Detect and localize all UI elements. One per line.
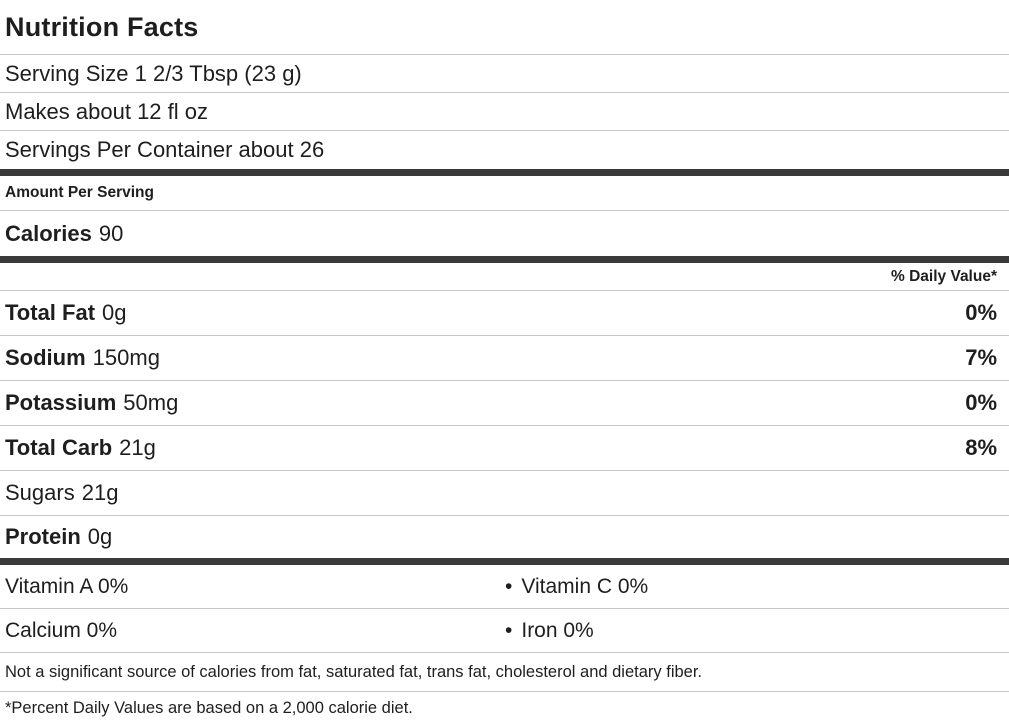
- nutrient-amount: 21g: [119, 435, 156, 460]
- nutrient-amount: 50mg: [123, 390, 179, 415]
- bullet-icon: •: [505, 618, 513, 642]
- nutrient-name: Total Fat: [5, 300, 96, 325]
- micronutrient-left: Vitamin A 0%: [5, 574, 129, 598]
- nutrient-name: Sodium: [5, 345, 86, 370]
- nutrient-row-potassium: Potassium 50mg 0%: [0, 381, 1009, 426]
- footnote-percent-daily-values: *Percent Daily Values are based on a 2,0…: [5, 699, 413, 717]
- nutrient-name-amount: Total Fat 0g: [5, 300, 127, 326]
- nutrient-amount: 0g: [102, 300, 127, 325]
- thick-divider: [0, 558, 1009, 565]
- footnote-not-significant: Not a significant source of calories fro…: [0, 653, 1009, 692]
- makes-row: Makes about 12 fl oz: [0, 93, 1009, 131]
- nutrient-amount: 0g: [87, 524, 113, 549]
- nutrient-daily-value: 8%: [965, 435, 997, 460]
- micronutrient-right: • Vitamin C 0%: [505, 575, 648, 599]
- micronutrient-right: • Iron 0%: [505, 619, 594, 643]
- nutrient-daily-value: 0%: [965, 390, 997, 415]
- calories-label: Calories: [5, 220, 92, 246]
- nutrient-name: Protein: [5, 524, 81, 549]
- nutrient-name-amount: Protein 0g: [5, 524, 112, 550]
- bullet-icon: •: [505, 574, 513, 598]
- nutrient-name-amount: Sodium 150mg: [5, 345, 160, 371]
- nutrient-name: Potassium: [5, 390, 117, 415]
- nutrient-row-total-fat: Total Fat 0g 0%: [0, 291, 1009, 336]
- calories-value: 90: [98, 220, 124, 246]
- nutrient-daily-value: 7%: [965, 345, 997, 370]
- nutrient-row-sodium: Sodium 150mg 7%: [0, 336, 1009, 381]
- nutrient-name-amount: Sugars 21g: [5, 480, 118, 506]
- amount-per-serving-heading: Amount Per Serving: [0, 176, 1009, 211]
- daily-value-header: % Daily Value*: [0, 263, 1009, 291]
- calories-row: Calories 90: [0, 211, 1009, 256]
- micronutrient-right-text: Vitamin C 0%: [521, 574, 649, 598]
- micronutrient-right-text: Iron 0%: [521, 618, 594, 642]
- micronutrient-row-minerals: Calcium 0% • Iron 0%: [0, 609, 1009, 653]
- nutrient-row-protein: Protein 0g: [0, 516, 1009, 558]
- micronutrient-left: Calcium 0%: [5, 618, 118, 642]
- nutrient-name: Sugars: [5, 480, 75, 505]
- nutrient-name: Total Carb: [5, 435, 113, 460]
- micronutrient-row-vitamins: Vitamin A 0% • Vitamin C 0%: [0, 565, 1009, 609]
- serving-size-row: Serving Size 1 2/3 Tbsp (23 g): [0, 55, 1009, 93]
- nutrient-amount: 150mg: [92, 345, 160, 370]
- thick-divider: [0, 256, 1009, 263]
- servings-per-container-row: Servings Per Container about 26: [5, 137, 325, 162]
- nutrient-name-amount: Potassium 50mg: [5, 390, 178, 416]
- nutrient-amount: 21g: [81, 480, 119, 505]
- nutrient-row-sugars: Sugars 21g: [0, 471, 1009, 516]
- nutrient-row-total-carb: Total Carb 21g 8%: [0, 426, 1009, 471]
- nutrient-name-amount: Total Carb 21g: [5, 435, 156, 461]
- label-title: Nutrition Facts: [0, 0, 1009, 55]
- thick-divider: [0, 169, 1009, 176]
- nutrient-daily-value: 0%: [965, 300, 997, 325]
